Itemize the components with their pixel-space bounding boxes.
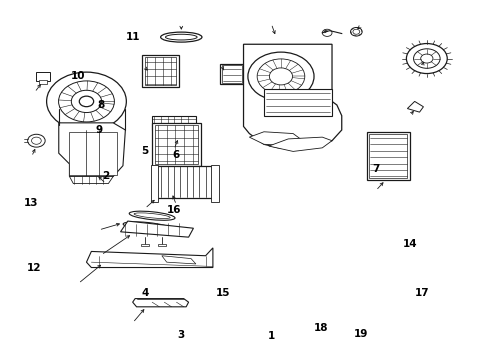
Text: 7: 7	[371, 164, 379, 174]
Text: 3: 3	[177, 330, 184, 341]
Bar	[152, 123, 201, 166]
Bar	[155, 125, 198, 163]
Polygon shape	[268, 137, 331, 152]
Circle shape	[79, 96, 94, 107]
Bar	[220, 64, 243, 84]
Text: 4: 4	[141, 288, 148, 297]
Ellipse shape	[129, 211, 175, 220]
Ellipse shape	[128, 224, 166, 229]
Text: 14: 14	[402, 239, 416, 249]
Text: 12: 12	[27, 262, 41, 273]
Bar	[152, 166, 212, 198]
Text: 6: 6	[172, 150, 180, 160]
Circle shape	[420, 54, 432, 63]
Circle shape	[247, 52, 313, 101]
Bar	[369, 134, 407, 178]
Polygon shape	[69, 176, 113, 184]
Ellipse shape	[160, 32, 202, 42]
Bar	[145, 57, 176, 85]
Polygon shape	[249, 132, 302, 146]
Bar	[264, 89, 331, 116]
Bar	[36, 72, 49, 81]
Bar	[141, 244, 148, 246]
Text: 5: 5	[141, 147, 148, 157]
Bar	[69, 132, 117, 175]
Bar	[158, 244, 165, 246]
Ellipse shape	[134, 213, 170, 219]
Polygon shape	[86, 248, 212, 267]
Bar	[366, 132, 409, 180]
Text: 15: 15	[215, 288, 229, 297]
Circle shape	[269, 68, 292, 85]
Text: 17: 17	[414, 288, 428, 297]
Polygon shape	[59, 123, 125, 176]
Text: 10: 10	[71, 71, 85, 81]
Text: 9: 9	[95, 125, 102, 135]
Bar	[211, 165, 218, 202]
Bar	[151, 165, 158, 202]
Text: 19: 19	[353, 329, 367, 339]
Text: 16: 16	[166, 205, 181, 215]
Bar	[152, 116, 196, 130]
Text: 18: 18	[313, 323, 328, 333]
Bar	[222, 65, 241, 83]
Text: 1: 1	[267, 332, 274, 342]
Polygon shape	[162, 256, 196, 264]
Text: 13: 13	[24, 198, 39, 208]
Bar	[39, 80, 46, 84]
Ellipse shape	[165, 34, 197, 40]
Text: 11: 11	[125, 32, 140, 42]
Bar	[142, 55, 179, 87]
Polygon shape	[132, 298, 188, 307]
Text: 2: 2	[102, 171, 109, 181]
Polygon shape	[243, 44, 341, 148]
Polygon shape	[120, 221, 193, 237]
Polygon shape	[407, 102, 423, 112]
Text: 8: 8	[97, 100, 104, 110]
Ellipse shape	[123, 222, 171, 231]
